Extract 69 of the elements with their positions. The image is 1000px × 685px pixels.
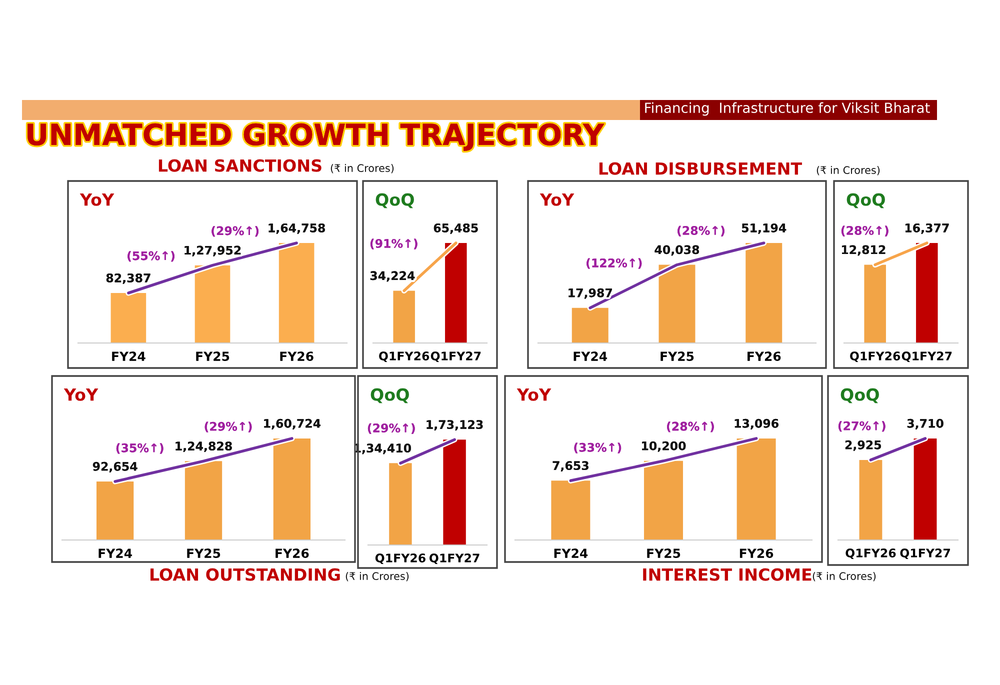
data-label: 10,200 [642,441,686,452]
data-label: 2,925 [845,440,882,451]
x-tick-label: FY25 [187,548,220,558]
x-tick-label: FY24 [574,352,608,361]
text: (27%↑) [838,421,886,432]
text: LOAN DISBURSEMENT [599,162,802,175]
text: (29%↑) [368,423,415,434]
annotation: (91%↑) [370,238,418,250]
data-label: 1,60,724 [264,418,321,430]
data-label: 12,812 [842,245,886,256]
x-tick-label: Q1FY27 [902,352,952,362]
x-tick-label: Q1FY27 [900,548,950,560]
data-label: 1,27,952 [184,246,241,256]
x-tick-label: FY26 [740,548,774,558]
chart-title: YoY [516,388,552,401]
text: (28%↑) [678,226,724,236]
text: (28%↑) [667,422,714,432]
data-label: 17,987 [568,288,612,299]
chart-title: YoY [80,194,114,206]
data-label: 7,653 [552,461,588,472]
data-label: 13,096 [734,418,778,430]
annotation: (35%↑) [116,443,164,454]
text: Financing Infrastructure for Viksit Bharat [645,102,930,116]
chart-title: QoQ [376,193,414,208]
data-label: 65,485 [434,223,478,234]
x-tick-label: Q1FY26 [846,548,896,560]
data-label: 1,73,123 [426,420,483,431]
x-tick-label: FY26 [280,352,314,362]
chart-title: YoY [540,194,574,206]
text: (29%↑) [204,422,252,432]
data-label: 34,224 [370,271,415,282]
text: (₹ in Crores) [330,164,394,174]
x-tick-label: Q1FY27 [429,554,480,564]
x-tick-label: FY26 [276,548,309,558]
data-label: 16,377 [905,223,949,234]
data-label: 92,654 [92,462,138,472]
x-tick-label: Q1FY26 [379,352,430,362]
x-tick-label: FY25 [660,352,694,362]
x-tick-label: Q1FY27 [430,352,481,362]
text: INTEREST INCOME [643,568,812,581]
x-tick-label: Q1FY26 [375,554,426,564]
text: (₹ in Crores) [816,166,880,176]
annotation: (122%↑) [586,258,642,269]
data-label: 1,24,828 [176,442,232,452]
data-label: 82,387 [106,273,150,284]
data-label: 1,64,758 [268,223,325,234]
x-tick-label: FY24 [554,548,588,558]
x-tick-label: FY24 [112,352,146,361]
data-label: 3,710 [907,418,944,430]
chart-title: QoQ [846,193,885,208]
x-tick-label: FY25 [647,548,680,558]
text: LOAN OUTSTANDING [150,568,340,581]
text: (29%↑) [212,226,259,237]
text: UNMATCHED GROWTH TRAJECTORY [28,123,604,151]
text: (₹ in Crores) [812,572,876,582]
annotation: (33%↑) [574,442,622,454]
chart-title: QoQ [370,388,409,404]
text: (₹ in Crores) [346,572,409,582]
chart-title: YoY [64,388,98,401]
data-label: 51,194 [742,223,786,234]
x-tick-label: FY26 [748,352,781,362]
x-tick-label: Q1FY26 [850,352,900,362]
text: (28%↑) [841,226,888,236]
x-tick-label: FY25 [196,352,230,362]
data-label: 40,038 [654,245,700,256]
text: LOAN SANCTIONS [158,159,322,172]
annotation: (55%↑) [128,251,174,262]
x-tick-label: FY24 [98,548,132,558]
chart-title: QoQ [840,388,879,404]
